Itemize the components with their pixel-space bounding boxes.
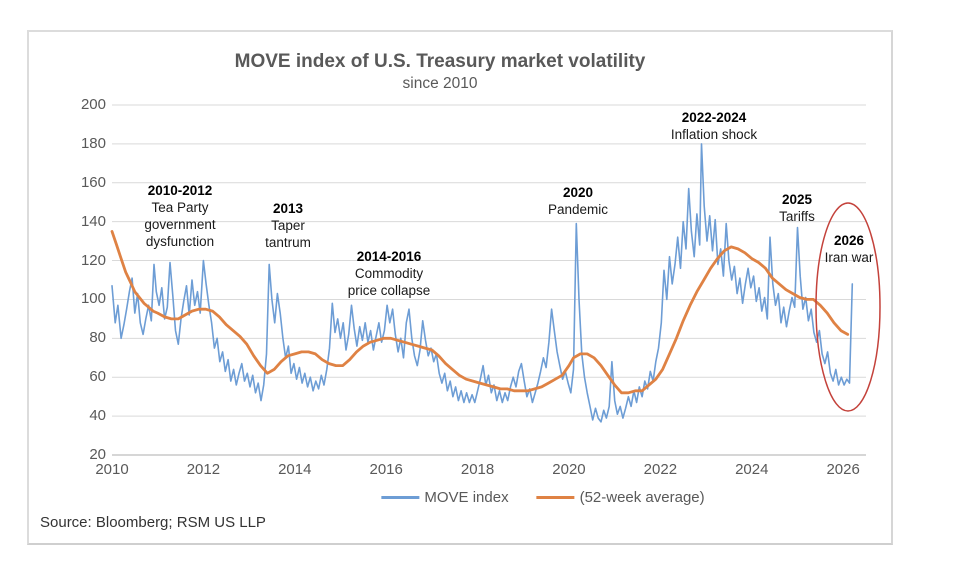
annotation-year: 2022-2024 <box>681 110 747 125</box>
annotation-year: 2013 <box>272 201 304 216</box>
fifty-two-week-average-line <box>110 229 850 395</box>
move-index-line-swatch <box>381 496 420 499</box>
move-index-line <box>111 143 854 423</box>
source-text: Source: Bloomberg; RSM US LLP <box>40 514 266 531</box>
y-axis-tick-label: 160 <box>80 173 106 191</box>
annotation-year: 2026 <box>833 233 865 248</box>
chart-legend: MOVE index (52-week average) <box>381 489 705 506</box>
y-axis-tick-label: 40 <box>89 407 106 425</box>
x-axis-tick-label: 2020 <box>552 461 586 478</box>
chart-subtitle: since 2010 <box>402 75 478 92</box>
chart-annotation-2010-2012: 2010-2012 Tea Party government dysfunction <box>144 182 215 250</box>
annotation-year: 2020 <box>562 185 594 200</box>
chart-title: MOVE index of U.S. Treasury market volat… <box>234 51 646 72</box>
y-axis-tick-label: 180 <box>80 134 106 152</box>
x-axis-tick-label: 2012 <box>186 461 221 478</box>
annotation-text-line: dysfunction <box>145 234 215 249</box>
annotation-text-line: tantrum <box>265 235 311 250</box>
y-axis-tick-label: 100 <box>80 290 106 308</box>
annotation-text-line: price collapse <box>347 283 431 298</box>
x-axis-tick-label: 2022 <box>643 461 678 478</box>
chart-annotation-2022-2024: 2022-2024 Inflation shock <box>671 109 757 143</box>
annotation-text-line: Taper <box>271 218 305 233</box>
chart-annotation-2026: 2026 Iran war <box>825 232 874 266</box>
annotation-year: 2010-2012 <box>147 183 213 198</box>
legend-label-move-index: MOVE index <box>424 489 509 506</box>
chart-annotation-2014-2016: 2014-2016 Commodity price collapse <box>348 248 431 299</box>
chart-annotation-2020: 2020 Pandemic <box>548 184 608 218</box>
chart-annotation-2025: 2025 Tariffs <box>779 191 815 225</box>
annotation-text-line: Tea Party <box>151 200 209 215</box>
legend-item-average: (52-week average) <box>536 489 705 506</box>
x-axis-tick-label: 2014 <box>278 461 312 478</box>
annotation-text-line: Commodity <box>354 266 424 281</box>
y-axis-tick-label: 60 <box>89 368 106 386</box>
x-axis-tick-label: 2016 <box>369 461 403 478</box>
annotation-text-line: government <box>144 217 216 232</box>
y-axis-tick-label: 20 <box>89 446 106 463</box>
y-axis-tick-label: 80 <box>89 329 106 347</box>
x-axis-tick-label: 2026 <box>826 461 860 478</box>
annotation-text-line: Inflation shock <box>670 127 758 142</box>
y-axis-tick-label: 140 <box>80 212 106 230</box>
annotation-text-line: Pandemic <box>547 202 609 217</box>
highlight-ellipse <box>815 202 881 412</box>
x-axis-tick-label: 2010 <box>95 461 129 478</box>
legend-item-move-index: MOVE index <box>381 489 509 506</box>
annotation-text-line: Iran war <box>824 250 874 265</box>
chart-annotation-2013: 2013 Taper tantrum <box>265 200 311 251</box>
x-axis-tick-label: 2024 <box>735 461 769 478</box>
x-axis-tick-label: 2018 <box>460 461 495 478</box>
y-axis-tick-label: 200 <box>80 96 106 113</box>
legend-label-average: (52-week average) <box>579 489 705 506</box>
annotation-year: 2025 <box>781 192 813 207</box>
annotation-text-line: Tariffs <box>779 209 815 224</box>
average-line-swatch <box>536 496 575 499</box>
annotation-year: 2014-2016 <box>356 249 422 264</box>
y-axis-tick-label: 120 <box>80 251 106 269</box>
